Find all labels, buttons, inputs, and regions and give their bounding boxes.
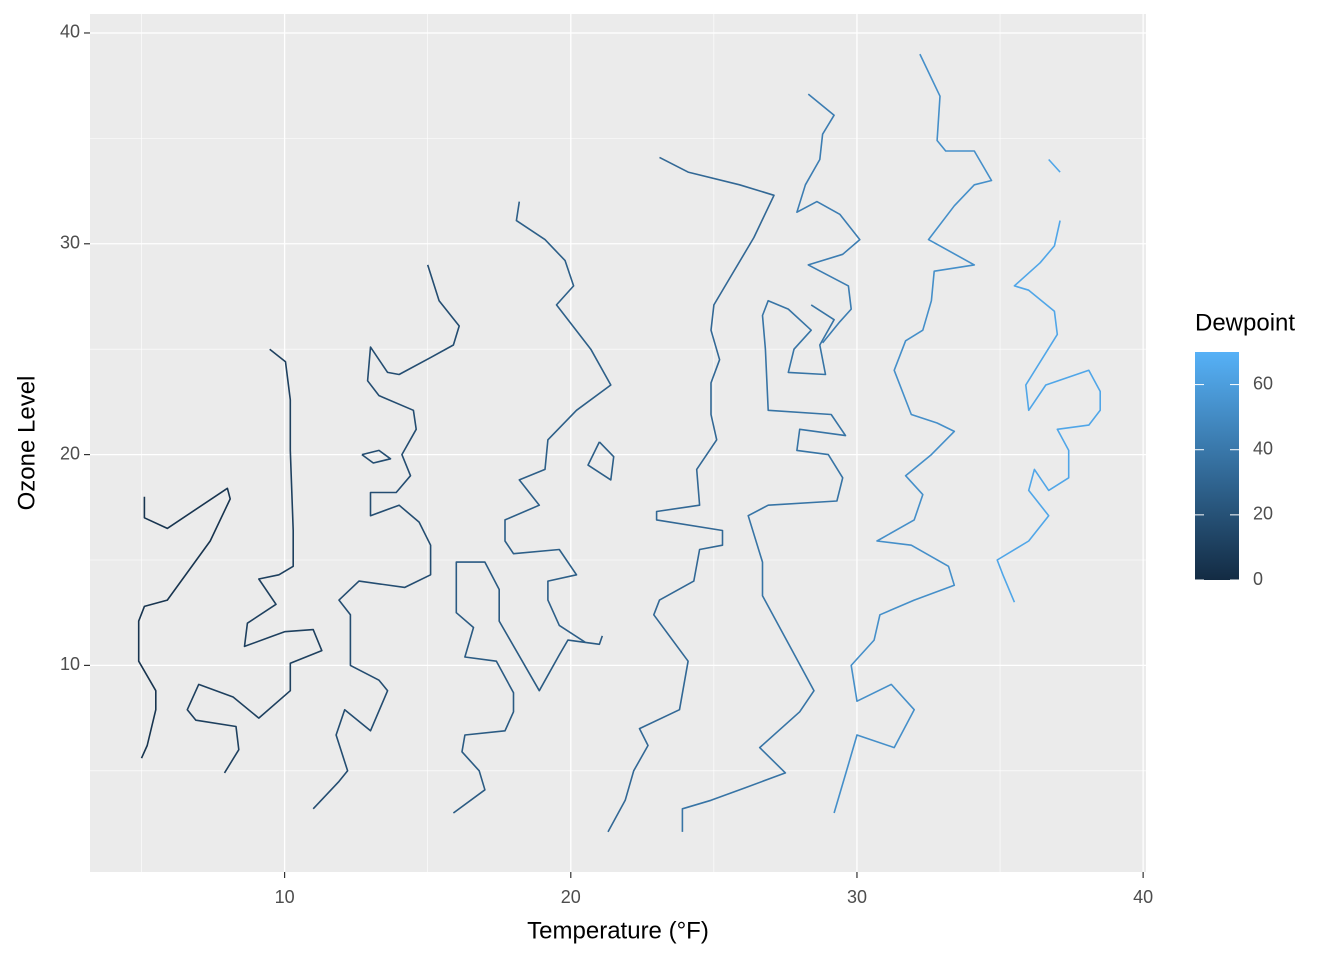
contour-line [681,299,847,832]
colorbar-label: 60 [1253,373,1273,393]
colorbar-label: 40 [1253,438,1273,458]
contour-line [137,487,231,759]
contour-line [312,264,460,810]
colorbar [1195,352,1239,580]
x-tick-label: 40 [1133,887,1153,907]
panel [90,14,1146,872]
x-axis-title: Temperature (°F) [527,917,709,944]
contour-line [452,561,604,814]
contour-line [504,201,612,643]
x-tick-label: 30 [847,887,867,907]
contour-line [361,449,392,464]
contour-line [607,156,775,833]
colorbar-label: 0 [1253,569,1263,589]
colorbar-label: 20 [1253,504,1273,524]
y-tick-label: 40 [60,22,80,42]
contour-line [833,53,993,814]
y-tick-label: 20 [60,443,80,463]
y-tick-label: 10 [60,654,80,674]
contour-line [587,441,615,481]
x-tick-label: 20 [561,887,581,907]
x-tick-label: 10 [275,887,295,907]
y-tick-label: 30 [60,233,80,253]
legend-title: Dewpoint [1195,309,1295,336]
contour-line [796,93,861,344]
contour-line [1048,158,1061,173]
y-axis-title: Ozone Level [13,376,40,511]
contour-line [186,348,323,774]
contour-line [996,220,1101,603]
